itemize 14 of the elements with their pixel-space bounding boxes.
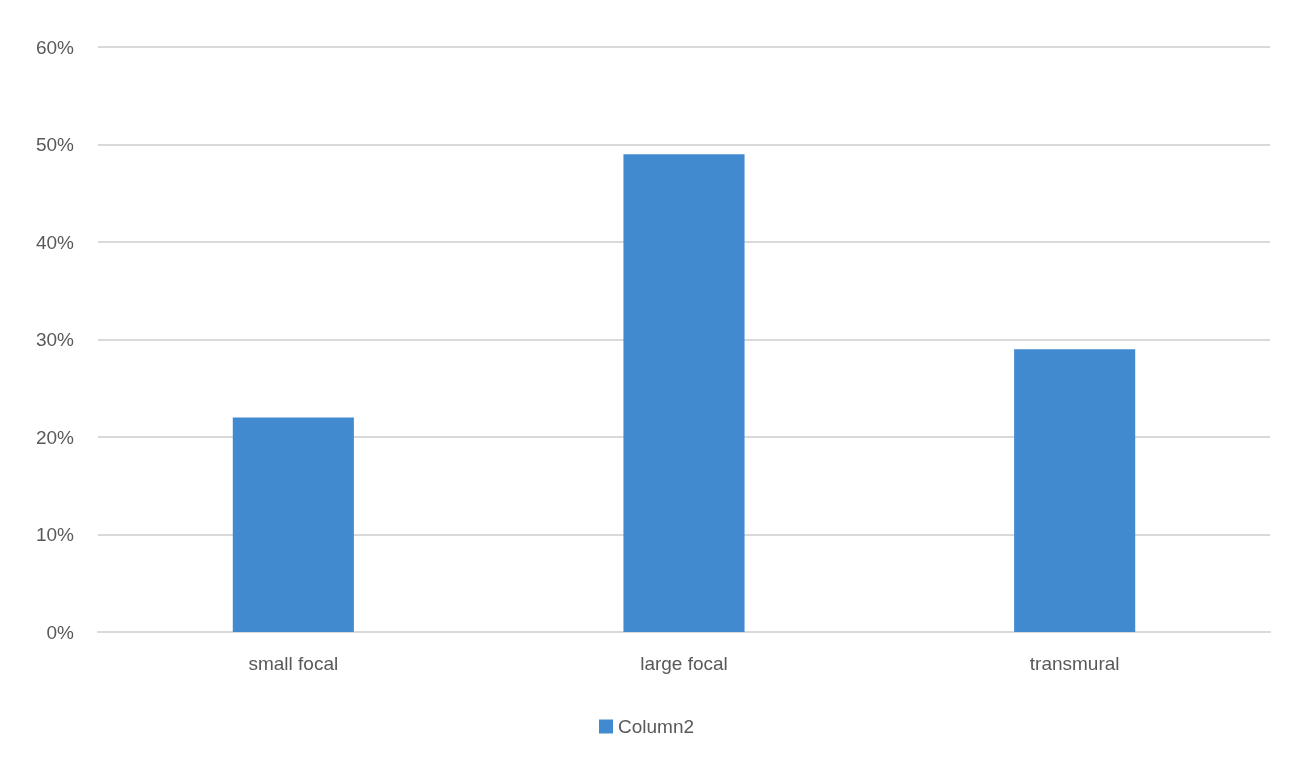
y-tick-label: 60% bbox=[35, 36, 75, 58]
bar bbox=[232, 417, 354, 632]
x-tick-label: transmural bbox=[1029, 653, 1120, 674]
y-tick-label: 50% bbox=[35, 134, 75, 155]
y-tick-label: 10% bbox=[35, 524, 75, 545]
y-tick-label: 20% bbox=[35, 426, 75, 448]
legend-label: Column2 bbox=[617, 716, 695, 737]
x-tick-label: large focal bbox=[640, 653, 728, 674]
y-tick-label: 0% bbox=[46, 621, 75, 643]
bar bbox=[623, 154, 745, 632]
y-tick-label: 40% bbox=[35, 231, 75, 253]
bar bbox=[1014, 349, 1136, 632]
x-tick-label: small focal bbox=[248, 653, 339, 674]
y-tick-label: 30% bbox=[35, 329, 75, 350]
